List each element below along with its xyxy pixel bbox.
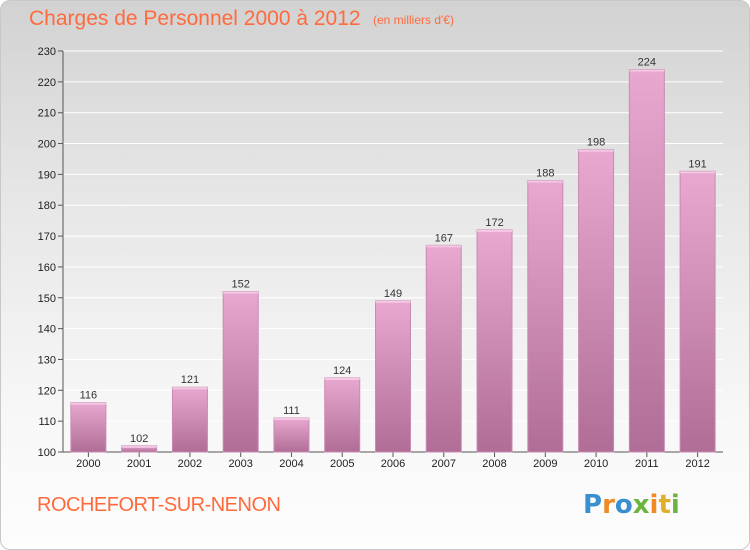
bar-2000 <box>70 402 107 453</box>
data-label: 152 <box>232 279 250 291</box>
bar-highlight <box>172 387 208 390</box>
x-tick-label: 2006 <box>381 458 405 470</box>
x-tick-label: 2005 <box>330 458 354 470</box>
y-tick-label: 130 <box>38 354 56 366</box>
data-labels: 116 102 121 152 111 124 149 167 172 188 198 224 191 <box>80 57 707 445</box>
bar-2007 <box>425 244 462 453</box>
data-label: 172 <box>485 217 503 229</box>
bar-2011 <box>628 69 665 453</box>
logo-letter: t <box>658 490 671 520</box>
chart-subtitle: (en milliers d'€) <box>373 13 454 27</box>
y-tick-label: 100 <box>38 447 56 459</box>
data-label: 121 <box>181 374 199 386</box>
logo-letter: r <box>602 490 615 520</box>
data-label: 224 <box>638 57 656 69</box>
bar-2012 <box>679 170 716 453</box>
y-tick-label: 200 <box>38 139 56 151</box>
bar-highlight <box>223 291 259 294</box>
x-tick-label: 2001 <box>127 458 151 470</box>
bar-highlight <box>375 300 411 303</box>
proxiti-logo[interactable]: Proxiti <box>583 490 680 520</box>
y-tick-labels: 100 110 120 130 140 150 160 170 180 190 200 210 220 2… <box>38 46 56 459</box>
x-tick-label: 2003 <box>228 458 252 470</box>
data-label: 188 <box>536 168 554 180</box>
bar-2010 <box>578 149 615 453</box>
bar-highlight <box>527 180 563 183</box>
x-tick-label: 2009 <box>533 458 557 470</box>
data-label: 102 <box>130 433 148 445</box>
data-label: 198 <box>587 137 605 149</box>
bar-2003 <box>222 291 259 453</box>
x-tick-label: 2012 <box>685 458 709 470</box>
y-tick-label: 190 <box>38 169 56 181</box>
bar-2009 <box>527 180 564 453</box>
logo-letter: i <box>670 490 680 520</box>
logo-letter: o <box>614 490 633 520</box>
data-label: 167 <box>435 232 453 244</box>
y-tick-label: 150 <box>38 293 56 305</box>
y-tick-label: 180 <box>38 200 56 212</box>
bar-2006 <box>375 300 411 453</box>
x-tick-label: 2000 <box>76 458 100 470</box>
bar-2008 <box>476 229 513 453</box>
y-tick-label: 120 <box>38 385 56 397</box>
x-tick-label: 2011 <box>635 458 659 470</box>
data-label: 124 <box>333 365 351 377</box>
bar-highlight <box>578 149 614 152</box>
y-tick-label: 170 <box>38 231 56 243</box>
bar-highlight <box>70 402 106 405</box>
logo-letter: x <box>632 490 650 520</box>
logo-letter: P <box>583 490 603 520</box>
y-tick-label: 140 <box>38 324 56 336</box>
bar-2005 <box>324 377 361 453</box>
data-label: 116 <box>80 390 98 402</box>
chart-title: Charges de Personnel 2000 à 2012 <box>29 7 361 30</box>
bar-highlight <box>629 69 665 72</box>
y-tick-label: 230 <box>38 46 56 58</box>
x-tick-label: 2008 <box>482 458 506 470</box>
city-name: ROCHEFORT-SUR-NENON <box>37 494 281 516</box>
data-label: 149 <box>384 288 402 300</box>
y-tick-label: 160 <box>38 262 56 274</box>
bar-highlight <box>680 171 716 174</box>
x-tick-label: 2002 <box>178 458 202 470</box>
x-tick-label: 2004 <box>279 458 303 470</box>
bars <box>70 69 716 453</box>
y-tick-label: 110 <box>38 416 56 428</box>
data-label: 191 <box>688 158 706 170</box>
bar-2002 <box>171 386 208 453</box>
y-tick-label: 210 <box>38 108 56 120</box>
x-tick-label: 2010 <box>584 458 608 470</box>
bar-highlight <box>324 377 360 380</box>
data-label: 111 <box>283 405 300 417</box>
y-tick-label: 220 <box>38 77 56 89</box>
x-tick-labels: 2000 2001 2002 2003 2004 2005 2006 2007 2008 2009… <box>76 458 710 470</box>
x-tick-label: 2007 <box>432 458 456 470</box>
logo-letter: i <box>649 490 659 520</box>
bar-highlight <box>426 245 462 248</box>
bar-highlight <box>477 229 513 232</box>
bar-highlight <box>273 418 309 421</box>
bar-highlight <box>121 445 157 448</box>
bar-2004 <box>273 417 310 453</box>
